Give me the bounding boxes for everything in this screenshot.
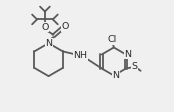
Text: N: N bbox=[124, 50, 131, 59]
Text: S: S bbox=[131, 62, 137, 71]
Text: NH: NH bbox=[74, 51, 88, 60]
Text: N: N bbox=[45, 39, 52, 48]
Text: O: O bbox=[62, 22, 69, 31]
Text: N: N bbox=[112, 71, 119, 80]
Text: O: O bbox=[41, 23, 49, 32]
Text: Cl: Cl bbox=[108, 35, 117, 44]
